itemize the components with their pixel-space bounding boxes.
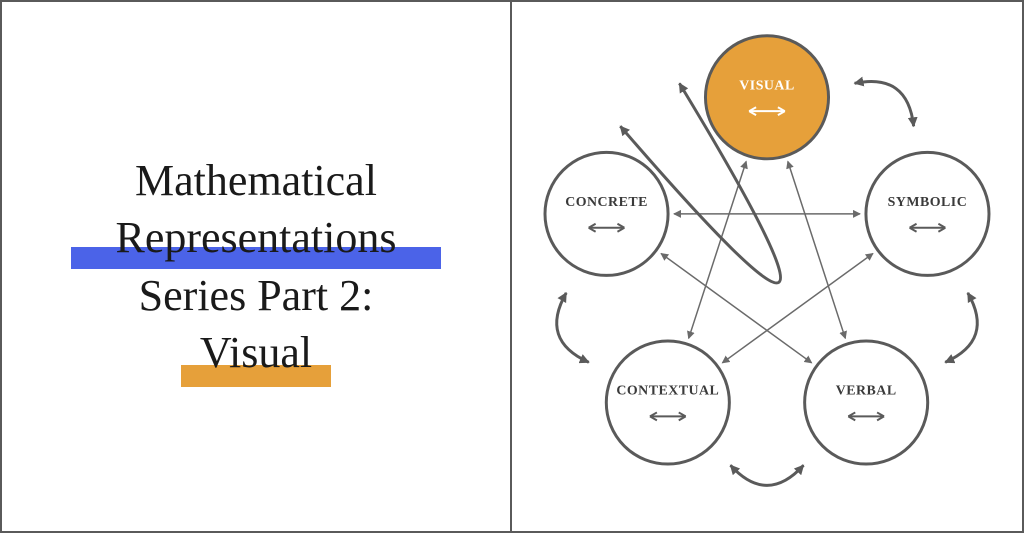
svg-text:CONTEXTUAL: CONTEXTUAL: [616, 384, 719, 399]
svg-text:CONCRETE: CONCRETE: [565, 195, 648, 210]
left-panel: Mathematical Representations Series Part…: [0, 0, 512, 533]
title-block: Mathematical Representations Series Part…: [85, 152, 426, 381]
right-panel: VISUAL SYMBOLIC VERBAL CONTEXTUAL CONCRETE: [512, 0, 1024, 533]
node-verbal: VERBAL: [805, 341, 928, 464]
title-line-3: Series Part 2:: [139, 267, 374, 324]
node-visual: VISUAL: [705, 36, 828, 159]
node-concrete: CONCRETE: [545, 152, 668, 275]
title-line-2: Representations: [115, 209, 396, 266]
node-symbolic: SYMBOLIC: [866, 152, 989, 275]
title-text-4: Visual: [200, 328, 312, 377]
representations-diagram: VISUAL SYMBOLIC VERBAL CONTEXTUAL CONCRETE: [512, 2, 1022, 531]
title-line-1: Mathematical: [135, 152, 377, 209]
svg-text:SYMBOLIC: SYMBOLIC: [888, 195, 968, 210]
svg-text:VISUAL: VISUAL: [739, 78, 794, 93]
title-text-2: Representations: [115, 213, 396, 262]
svg-text:VERBAL: VERBAL: [836, 384, 897, 399]
title-line-4: Visual: [200, 324, 312, 381]
node-contextual: CONTEXTUAL: [606, 341, 729, 464]
